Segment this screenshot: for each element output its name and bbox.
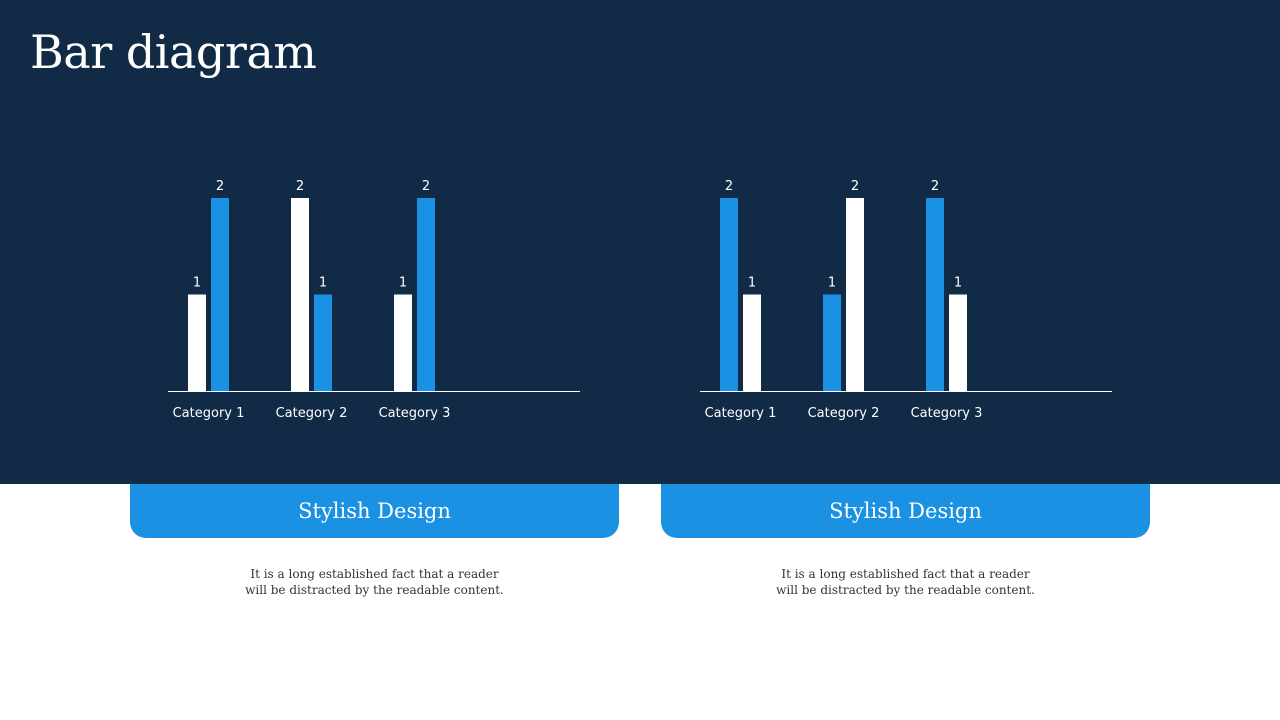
data-label: 1 <box>193 276 201 291</box>
bar <box>188 294 206 391</box>
bar <box>291 198 309 391</box>
category-label: Category 3 <box>911 406 983 421</box>
bar <box>314 294 332 391</box>
category-label: Category 2 <box>276 406 348 421</box>
category-label: Category 1 <box>173 406 245 421</box>
bar <box>211 198 229 391</box>
card-body-left: It is a long established fact that a rea… <box>130 566 619 598</box>
bar <box>743 294 761 391</box>
bar <box>949 294 967 391</box>
bar-chart-right: 2 1 Category 1 1 2 Category 2 2 1 Category 3 <box>700 179 1112 421</box>
card-body-line: will be distracted by the readable conte… <box>245 583 504 597</box>
card-body-line: It is a long established fact that a rea… <box>781 567 1030 581</box>
data-label: 1 <box>748 276 756 291</box>
card-body-line: will be distracted by the readable conte… <box>776 583 1035 597</box>
data-label: 2 <box>931 179 939 194</box>
card-body-right: It is a long established fact that a rea… <box>661 566 1150 598</box>
bar <box>926 198 944 391</box>
data-label: 1 <box>399 276 407 291</box>
data-label: 1 <box>828 276 836 291</box>
card-body-line: It is a long established fact that a rea… <box>250 567 499 581</box>
data-label: 2 <box>851 179 859 194</box>
card-heading-left: Stylish Design <box>130 484 619 538</box>
category-label: Category 2 <box>808 406 880 421</box>
data-label: 1 <box>319 276 327 291</box>
bar <box>720 198 738 391</box>
bar-chart-left: 1 2 Category 1 2 1 Category 2 1 2 Category 3 <box>168 179 580 421</box>
category-label: Category 1 <box>705 406 777 421</box>
data-label: 2 <box>216 179 224 194</box>
card-heading-right: Stylish Design <box>661 484 1150 538</box>
slide-title: Bar diagram <box>30 25 317 79</box>
bar <box>417 198 435 391</box>
bar <box>823 294 841 391</box>
category-label: Category 3 <box>379 406 451 421</box>
bar <box>846 198 864 391</box>
data-label: 1 <box>954 276 962 291</box>
data-label: 2 <box>725 179 733 194</box>
data-label: 2 <box>422 179 430 194</box>
data-label: 2 <box>296 179 304 194</box>
bar <box>394 294 412 391</box>
